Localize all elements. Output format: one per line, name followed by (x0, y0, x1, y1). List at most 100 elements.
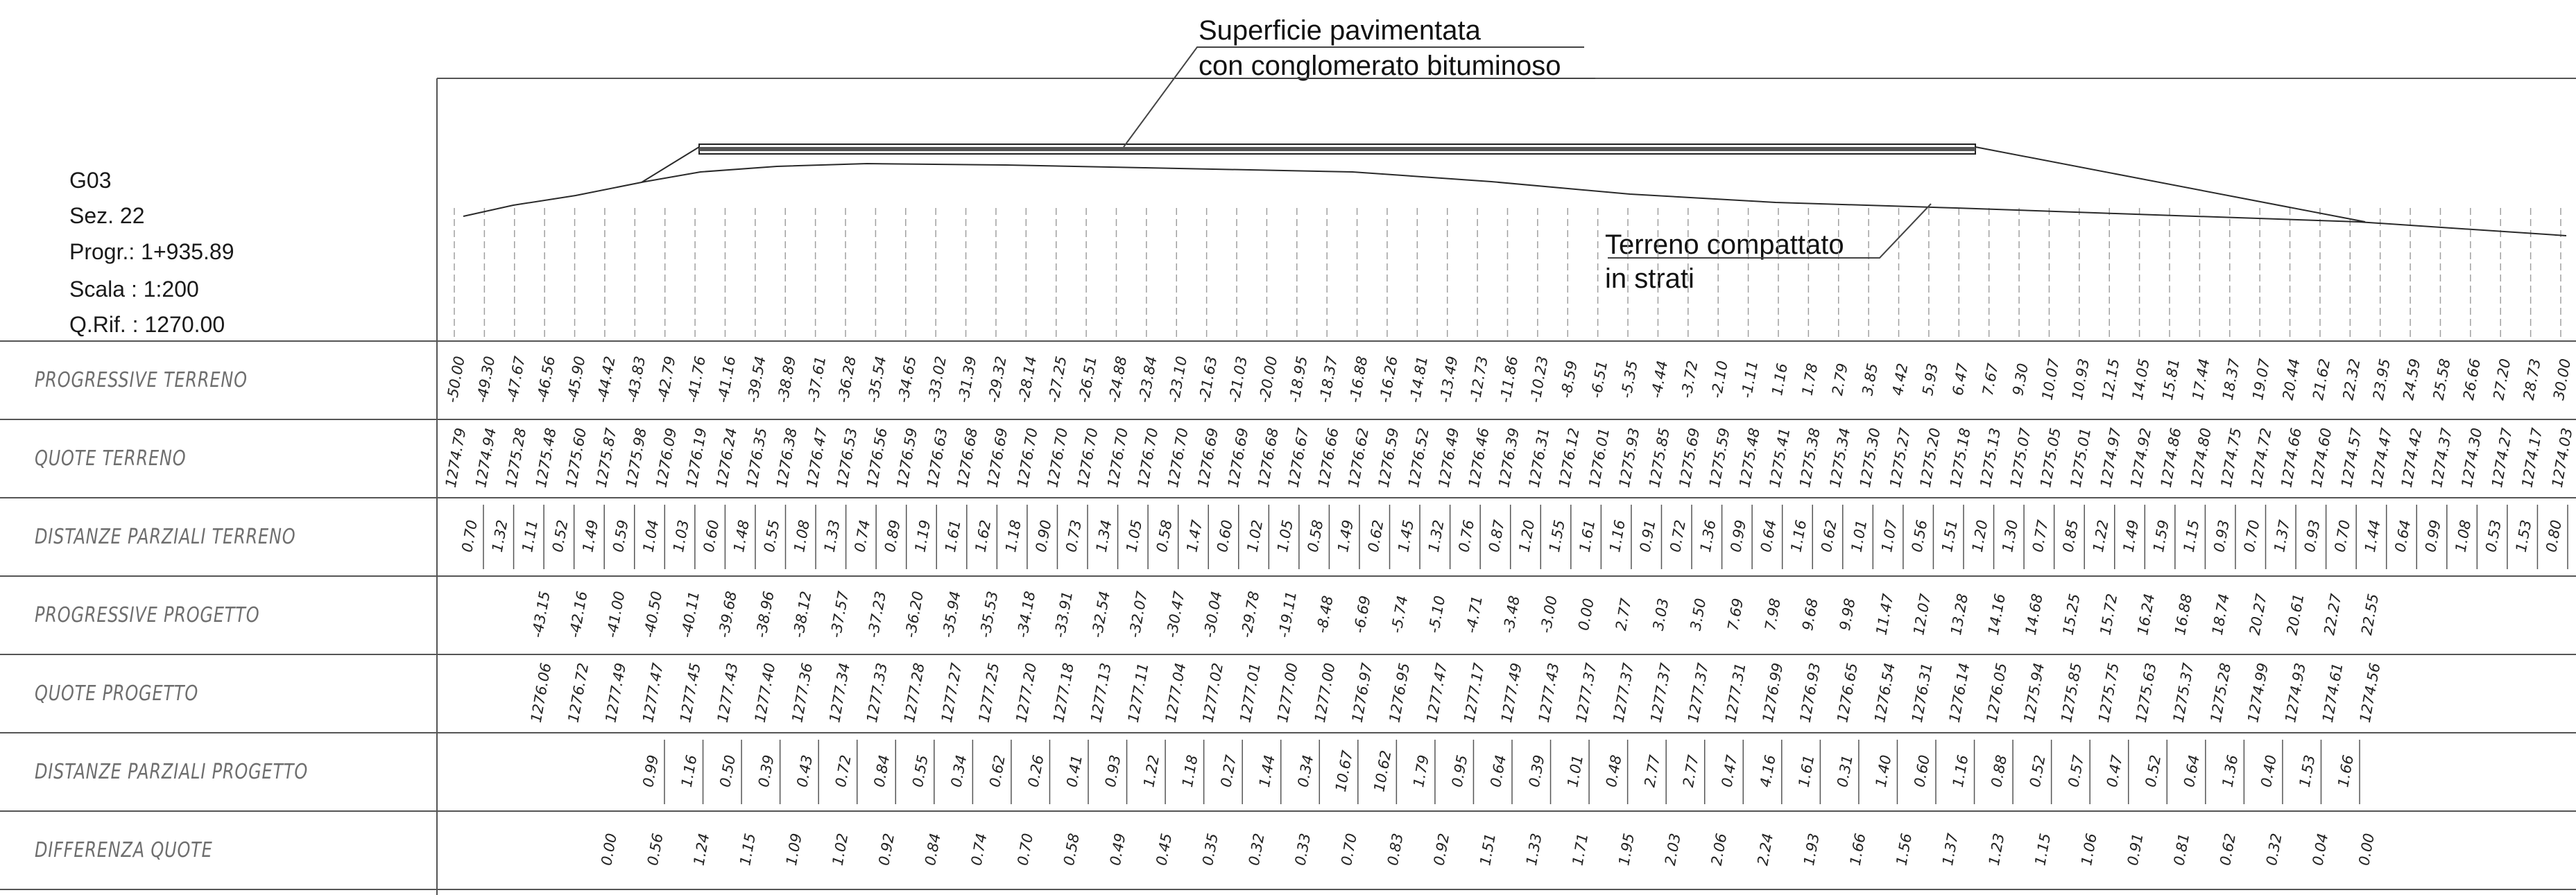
quote-terreno-value: 1276.70 (1014, 426, 1041, 489)
progressive-progetto-value: -39.68 (715, 590, 739, 639)
differenza-quote-value: 1.23 (1986, 832, 2008, 867)
differenza-quote-value: 0.62 (2217, 832, 2239, 867)
progressive-terreno-value: 22.32 (2339, 358, 2363, 401)
quote-terreno-value: 1276.69 (984, 426, 1011, 489)
quote-progetto-value: 1274.93 (2282, 661, 2309, 724)
progressive-terreno-value: -8.59 (1558, 359, 1581, 399)
progressive-terreno-value: -37.61 (805, 355, 829, 404)
quote-terreno-value: 1274.80 (2188, 426, 2215, 489)
quote-progetto-value: 1275.85 (2058, 661, 2085, 724)
progressive-progetto-value: 22.27 (2321, 592, 2344, 636)
quote-terreno-value: 1275.60 (563, 426, 590, 489)
distanze-progetto-value: 1.61 (1796, 754, 1818, 788)
distanze-terreno-value: 0.59 (610, 519, 632, 553)
quote-progetto-value: 1276.97 (1349, 661, 1376, 724)
quote-progetto-value: 1277.43 (714, 661, 741, 724)
distanze-terreno-value: 1.16 (1606, 519, 1629, 553)
quote-terreno-value: 1276.09 (653, 426, 680, 489)
progressive-progetto-value: -32.54 (1089, 590, 1113, 639)
progressive-terreno-value: 21.62 (2310, 358, 2333, 401)
quote-terreno-value: 1276.31 (1526, 426, 1553, 489)
progressive-terreno-value: -18.95 (1286, 355, 1310, 404)
distanze-terreno-value: 0.80 (2543, 519, 2565, 553)
quote-terreno-value: 1275.34 (1826, 426, 1853, 489)
distanze-progetto-value: 1.18 (1179, 754, 1201, 788)
quote-terreno-value: 1274.03 (2549, 426, 2576, 489)
distanze-progetto-value: 0.39 (1526, 754, 1548, 788)
quote-progetto-value: 1277.37 (1685, 661, 1712, 724)
differenza-quote-value: 0.35 (1199, 832, 1221, 867)
progressive-progetto-value: 9.98 (1837, 597, 1859, 632)
progressive-terreno-value: 9.30 (2009, 362, 2032, 397)
progressive-progetto-value: -38.12 (790, 590, 814, 639)
station-guide-lines (454, 208, 2561, 341)
quote-progetto-value: 1277.27 (938, 661, 965, 724)
progressive-terreno-value: 18.37 (2219, 357, 2243, 401)
progressive-terreno-value: -45.90 (564, 355, 588, 404)
quote-terreno-value: 1275.38 (1796, 426, 1823, 489)
callout-leader-lines (1123, 46, 1932, 259)
quote-terreno-value: 1276.66 (1315, 426, 1342, 489)
row-label-distanze-parziali-terreno: DISTANZE PARZIALI TERRENO (35, 525, 296, 549)
distanze-progetto-value: 0.40 (2258, 754, 2280, 788)
distanze-terreno-value: 1.15 (2181, 519, 2203, 553)
differenza-quote-value: 1.15 (2032, 832, 2054, 867)
progressive-terreno-value: 1.16 (1769, 362, 1791, 397)
quote-terreno-value: 1276.46 (1466, 426, 1493, 489)
distanze-terreno-value: 0.55 (761, 519, 783, 553)
differenza-quote-value: 0.04 (2310, 832, 2332, 867)
distanze-terreno-value: 1.30 (1999, 519, 2021, 553)
progressive-terreno-value: -29.32 (985, 355, 1009, 404)
differenza-quote-value: 1.51 (1477, 832, 1499, 867)
quote-terreno-value: 1275.93 (1616, 426, 1643, 489)
differenza-quote-value: 1.09 (783, 832, 805, 867)
quote-terreno-value: 1275.07 (2007, 426, 2034, 489)
progressive-terreno-value: -16.88 (1346, 355, 1371, 404)
distanze-progetto-value: 1.01 (1564, 754, 1586, 788)
quote-progetto-value: 1275.37 (2170, 661, 2197, 724)
distanze-terreno-value: 1.53 (2513, 519, 2535, 553)
quote-progetto-value: 1277.45 (677, 661, 704, 724)
distanze-progetto-value: 0.93 (1102, 754, 1124, 788)
distanze-progetto-value: 1.22 (1140, 754, 1162, 788)
quote-progetto-value: 1274.61 (2319, 661, 2346, 724)
quote-terreno-value: 1274.60 (2308, 426, 2335, 489)
progressive-terreno-value: 2.79 (1829, 362, 1851, 397)
quote-terreno-value: 1276.56 (864, 426, 891, 489)
distanze-progetto-value: 0.52 (2143, 754, 2165, 788)
quote-progetto-value: 1277.37 (1610, 661, 1637, 724)
distanze-terreno-value: 1.05 (1274, 519, 1296, 553)
distanze-terreno-value: 0.85 (2059, 519, 2081, 553)
progressive-progetto-value: -29.78 (1238, 590, 1262, 639)
distanze-terreno-value: 0.58 (1153, 519, 1176, 553)
progressive-terreno-value: -50.00 (443, 355, 467, 404)
distanze-progetto-value: 0.62 (986, 754, 1008, 788)
distanze-progetto-value: 0.55 (909, 754, 931, 788)
quote-progetto-value: 1276.06 (528, 661, 555, 724)
quote-terreno-value: 1276.70 (1165, 426, 1192, 489)
distanze-terreno-value: 1.33 (821, 519, 843, 553)
progressive-progetto-value: 16.24 (2134, 593, 2158, 636)
distanze-progetto-value: 0.26 (1025, 754, 1047, 788)
quote-terreno-value: 1275.27 (1887, 426, 1914, 489)
distanze-terreno-value: 0.99 (2422, 519, 2444, 553)
progressive-terreno-value: 20.44 (2280, 358, 2303, 401)
differenza-quote-value: 1.33 (1523, 832, 1545, 867)
distanze-terreno-value: 0.99 (1727, 519, 1749, 553)
differenza-quote-value: 0.70 (1338, 832, 1360, 867)
distanze-progetto-value: 0.48 (1603, 754, 1625, 788)
distanze-progetto-value: 4.16 (1757, 754, 1779, 788)
progressive-progetto-value: 2.77 (1613, 597, 1635, 632)
quote-terreno-value: 1276.69 (1225, 426, 1252, 489)
quote-terreno-value: 1276.19 (683, 426, 710, 489)
distanze-progetto-value: 0.84 (871, 754, 893, 788)
distanze-terreno-value: 1.05 (1123, 519, 1145, 553)
distanze-terreno-value: 0.70 (2331, 519, 2353, 553)
quote-terreno-value: 1274.79 (443, 426, 470, 489)
differenza-quote-value: 0.00 (598, 832, 620, 867)
differenza-quote-value: 0.32 (2263, 832, 2285, 867)
quote-terreno-value: 1276.59 (894, 426, 921, 489)
distanze-terreno-value: 1.47 (1183, 519, 1205, 554)
distanze-terreno-value: 1.49 (2120, 519, 2143, 553)
quote-progetto-value: 1274.99 (2244, 661, 2272, 724)
